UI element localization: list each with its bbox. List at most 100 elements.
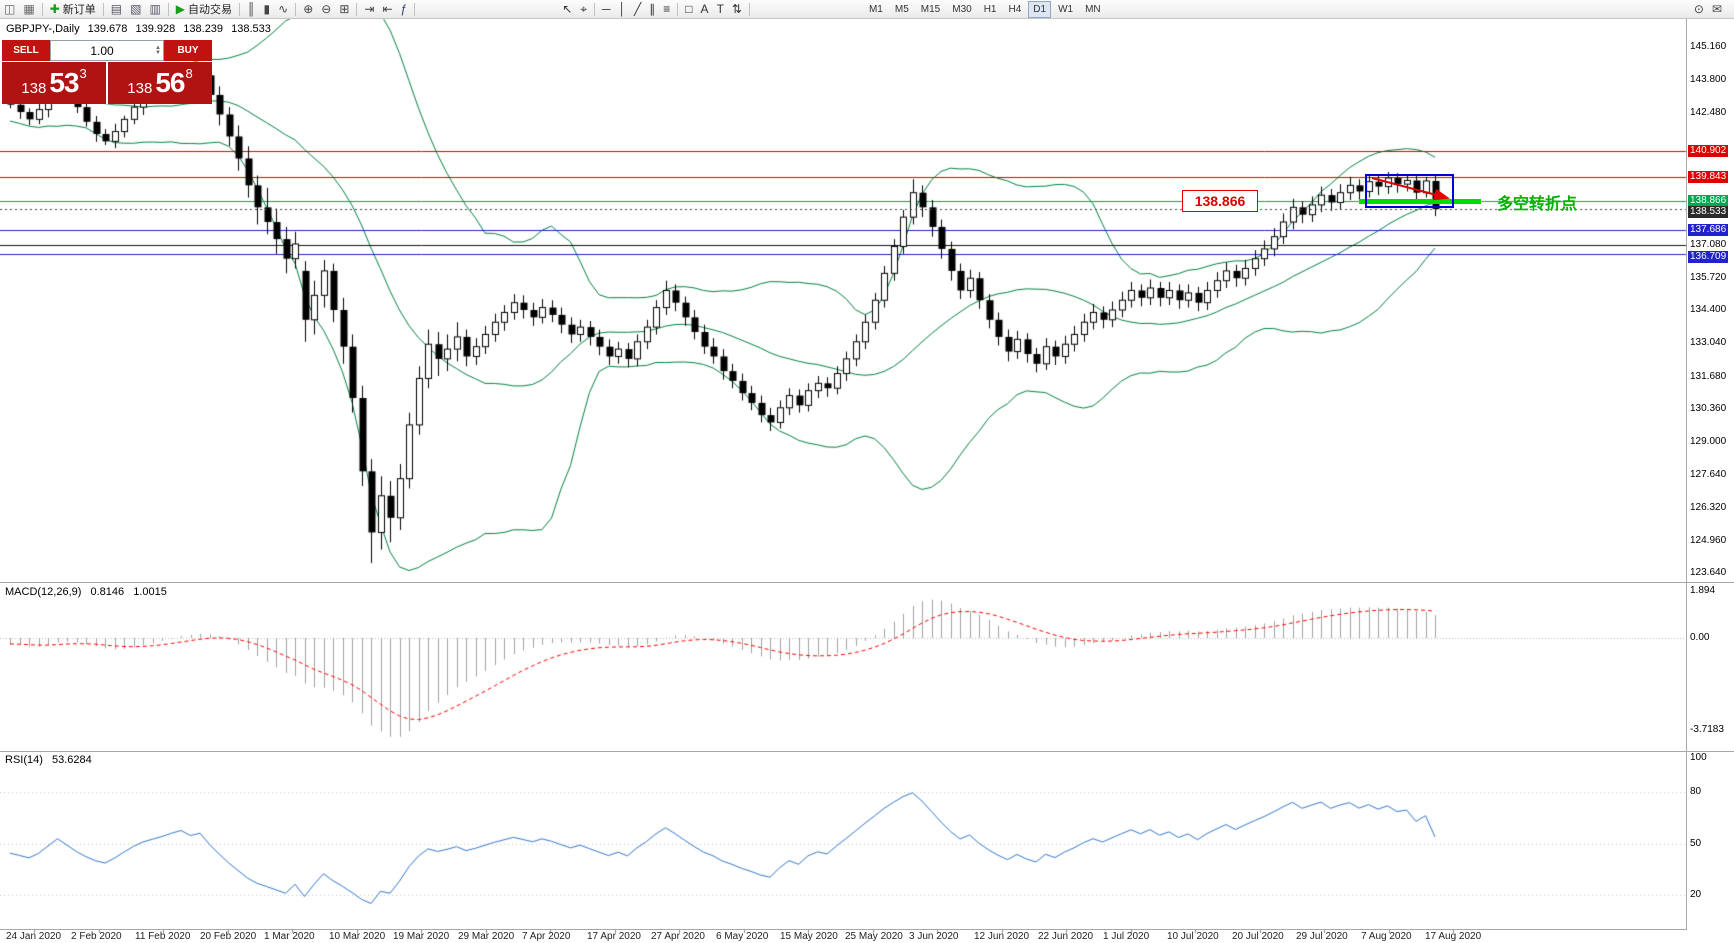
toolbar-right-group: ⊙ ✉ [1690, 0, 1726, 18]
macd-signal-value: 1.0015 [133, 586, 167, 598]
text-icon[interactable]: A [697, 0, 713, 18]
market-watch-icon-glyph: ▤ [110, 2, 123, 16]
auto-scroll-icon-glyph: ⇥ [364, 2, 375, 16]
trend-arrow-annotation[interactable] [1372, 177, 1456, 208]
timeframe-h4[interactable]: H4 [1008, 3, 1022, 15]
toolbar-separator [102, 2, 104, 16]
price-axis-label: 124.960 [1690, 535, 1727, 546]
zoom-out-icon[interactable]: ⊖ [317, 0, 335, 18]
fibonacci-icon[interactable]: ≡ [659, 0, 674, 18]
new-order-button[interactable]: ✚ 新订单 [46, 0, 100, 18]
buy-label-button[interactable]: BUY [164, 40, 212, 61]
vertical-line-icon[interactable]: │ [615, 0, 631, 18]
pane-separator[interactable] [0, 582, 1734, 583]
line-chart-icon-glyph: ∿ [278, 2, 289, 16]
indicator-axis-label: 0.00 [1690, 632, 1710, 643]
inbox-icon[interactable]: ✉ [1708, 0, 1726, 18]
indicator-axis-label: 1.894 [1690, 585, 1716, 596]
terminal-icon[interactable]: ▥ [145, 0, 164, 18]
trendline-icon-glyph: ╱ [634, 2, 642, 16]
indicators-icon[interactable]: ƒ [397, 0, 412, 18]
buy-price-fraction: 8 [185, 66, 193, 81]
arrows-icon[interactable]: ⇅ [728, 0, 746, 18]
tile-windows-icon[interactable]: ⊞ [335, 0, 353, 18]
sell-button[interactable]: 138 53 3 [2, 62, 106, 104]
date-label: 3 Jun 2020 [909, 931, 959, 942]
pane-separator[interactable] [0, 751, 1734, 752]
navigator-icon[interactable]: ▧ [126, 0, 145, 18]
ohlc-close: 138.533 [231, 23, 271, 35]
timeframe-m15[interactable]: M15 [920, 3, 941, 15]
search-icon[interactable]: ⊙ [1690, 0, 1708, 18]
sell-label-button[interactable]: SELL [2, 40, 50, 61]
auto-scroll-icon[interactable]: ⇥ [360, 0, 378, 18]
lot-spinner[interactable]: ▲ ▼ [153, 44, 163, 56]
lot-size-field[interactable]: ▲▼ [50, 40, 164, 61]
ohlc-high: 139.928 [135, 23, 176, 35]
trendline-icon[interactable]: ╱ [630, 0, 645, 18]
channel-icon[interactable]: ∥ [645, 0, 659, 18]
lot-decrease-icon[interactable]: ▼ [155, 49, 161, 56]
price-note-box[interactable]: 138.866 [1182, 190, 1258, 212]
date-label: 11 Feb 2020 [135, 931, 191, 942]
price-axis[interactable]: 145.160 143.800 142.480 140.902 139.843 138.8… [1687, 18, 1733, 943]
price-axis-label: 130.360 [1690, 403, 1727, 414]
candlestick-chart-icon[interactable]: ▮ [260, 0, 275, 18]
price-axis-label: 143.800 [1690, 74, 1727, 85]
timeframe-m30[interactable]: M30 [952, 3, 972, 15]
toolbar-separator [167, 2, 169, 16]
buy-button[interactable]: 138 56 8 [108, 62, 212, 104]
timeframe-h1[interactable]: H1 [983, 3, 997, 15]
label-icon[interactable]: T [713, 0, 728, 18]
indicator-axis-label: -3.7183 [1690, 724, 1724, 735]
line-chart-icon[interactable]: ∿ [274, 0, 292, 18]
timeframe-mn[interactable]: MN [1085, 3, 1101, 15]
new-order-button-glyph: ✚ [49, 2, 60, 16]
zoom-in-icon-glyph: ⊕ [303, 2, 314, 16]
one-click-trading-panel: SELL ▲▼ BUY 138 53 3 138 56 8 [2, 40, 212, 104]
chart-shift-icon[interactable]: ⇤ [378, 0, 396, 18]
channel-icon-glyph: ∥ [649, 2, 656, 16]
search-icon-glyph: ⊙ [1693, 2, 1704, 16]
autotrading-button[interactable]: ▶ 自动交易 [172, 0, 236, 18]
rsi-name: RSI(14) [5, 754, 43, 766]
timeframe-m1[interactable]: M1 [868, 3, 883, 15]
toolbar-separator [748, 2, 750, 16]
market-watch-icon[interactable]: ▤ [107, 0, 126, 18]
sell-price-pips: 53 [49, 67, 79, 98]
macd-main-value: 0.8146 [90, 586, 125, 598]
price-axis-label: 135.720 [1690, 272, 1727, 283]
terminal-icon-glyph: ▥ [149, 2, 161, 16]
bar-chart-icon[interactable]: ║ [243, 0, 260, 18]
price-axis-label: 134.400 [1690, 304, 1727, 315]
date-label: 22 Jun 2020 [1038, 931, 1094, 942]
date-label: 6 May 2020 [716, 931, 769, 942]
turning-point-label[interactable]: 多空转折点 [1497, 196, 1578, 213]
timeframe-m5[interactable]: M5 [894, 3, 909, 15]
timeframe-d1[interactable]: D1 [1028, 0, 1052, 18]
chart-profiles-icon[interactable]: ▦ [19, 0, 38, 18]
zoom-in-icon[interactable]: ⊕ [299, 0, 317, 18]
time-axis[interactable]: 24 Jan 2020 2 Feb 2020 11 Feb 2020 20 Feb 2… [0, 929, 1686, 943]
shapes-icon-glyph: □ [685, 2, 693, 16]
timeframe-w1[interactable]: W1 [1058, 3, 1074, 15]
autotrading-button-glyph: ▶ [175, 2, 186, 16]
crosshair-icon[interactable]: ⌖ [576, 0, 591, 18]
bar-chart-icon-glyph: ║ [247, 2, 256, 16]
new-order-button-text: 新订单 [62, 4, 96, 16]
chart-title: GBPJPY-,Daily 139.678 139.928 138.239 13… [6, 23, 276, 35]
indicator-axis-label: 20 [1690, 889, 1702, 900]
horizontal-line-icon[interactable]: ─ [598, 0, 615, 18]
label-icon-glyph: T [716, 2, 724, 16]
lot-size-input[interactable] [51, 42, 154, 59]
support-line-segment[interactable] [1359, 199, 1481, 205]
candlestick-chart-icon-glyph: ▮ [263, 2, 271, 16]
lot-increase-icon[interactable]: ▲ [155, 44, 161, 51]
shapes-icon[interactable]: □ [681, 0, 696, 18]
consolidation-rectangle[interactable] [1364, 173, 1455, 208]
new-chart-icon[interactable]: ◫ [0, 0, 19, 18]
spread-gap [106, 62, 108, 104]
text-icon-glyph: A [700, 2, 709, 16]
cursor-icon[interactable]: ↖ [558, 0, 576, 18]
